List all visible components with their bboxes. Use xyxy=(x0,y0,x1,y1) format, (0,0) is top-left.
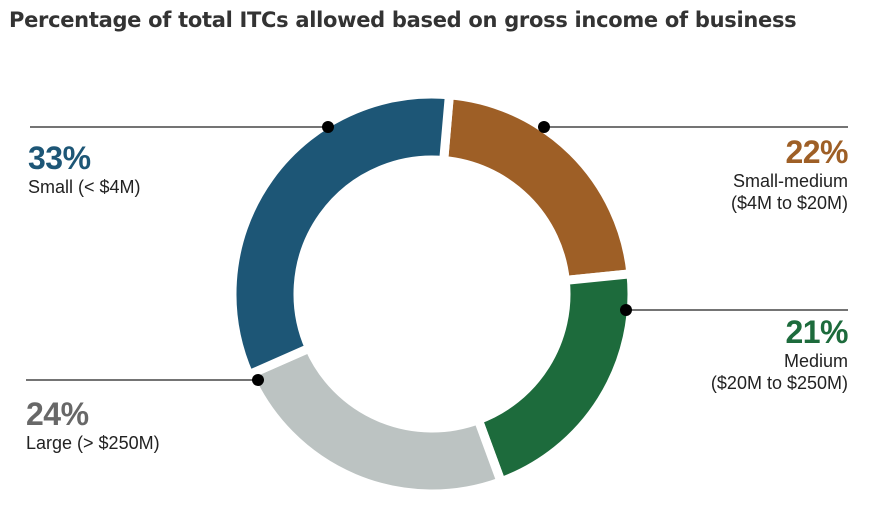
leader-dot-large xyxy=(252,374,264,386)
donut-slice-1 xyxy=(472,268,637,488)
leader-dot-small-medium xyxy=(538,121,550,133)
leader-dot-medium xyxy=(620,304,632,316)
category-small-medium-line1: Small-medium xyxy=(732,171,848,191)
leader-lines xyxy=(26,121,848,386)
category-small-medium-line2: ($4M to $20M) xyxy=(730,193,848,213)
donut-slice-2 xyxy=(243,342,507,499)
pct-medium: 21% xyxy=(785,314,848,350)
pct-small: 33% xyxy=(28,140,91,176)
label-small-medium: 22% Small-medium ($4M to $20M) xyxy=(730,134,849,214)
leader-dot-small xyxy=(322,121,334,133)
donut-slice-0 xyxy=(438,89,636,286)
label-large: 24% Large (> $250M) xyxy=(26,396,160,454)
label-medium: 21% Medium ($20M to $250M) xyxy=(710,314,849,394)
pct-small-medium: 22% xyxy=(785,134,848,170)
chart-title: Percentage of total ITCs allowed based o… xyxy=(9,8,797,32)
category-small: Small (< $4M) xyxy=(28,177,141,197)
donut-slice-3 xyxy=(227,89,455,381)
category-medium-line2: ($20M to $250M) xyxy=(710,373,848,393)
pct-large: 24% xyxy=(26,396,89,432)
donut-slices xyxy=(227,89,637,499)
category-medium-line1: Medium xyxy=(783,351,848,371)
category-large: Large (> $250M) xyxy=(26,433,160,453)
label-small: 33% Small (< $4M) xyxy=(28,140,141,198)
